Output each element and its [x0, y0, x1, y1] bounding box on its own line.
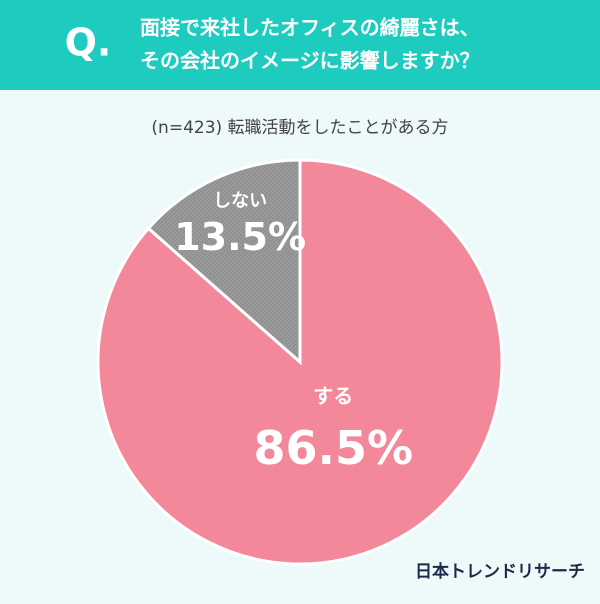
value-label: 86.5%: [253, 421, 413, 475]
title-line: 面接で来社したオフィスの綺麗さは、: [140, 16, 480, 40]
header-band: [0, 0, 600, 90]
title-line: その会社のイメージに影響しますか？: [140, 49, 480, 73]
subtitle: (n=423) 転職活動をしたことがある方: [151, 118, 448, 138]
pie-slice: [146, 158, 302, 366]
slice-label: しない: [213, 190, 267, 211]
source: 日本トレンドリサーチ: [415, 561, 585, 582]
slice-label: する: [313, 384, 353, 408]
badge: Q.: [65, 21, 112, 65]
value-label: 13.5%: [174, 215, 306, 259]
